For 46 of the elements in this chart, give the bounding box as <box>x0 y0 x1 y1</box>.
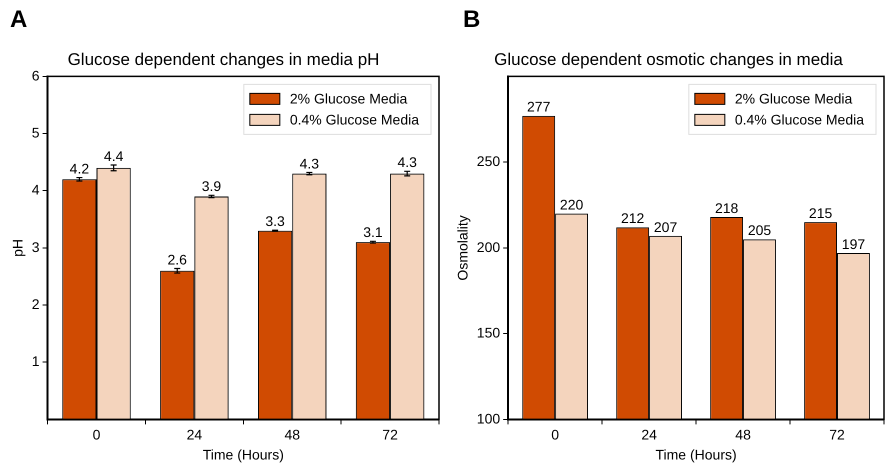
legend-label: 0.4% Glucose Media <box>290 111 420 128</box>
x-axis-title: Time (Hours) <box>656 446 737 462</box>
legend-label: 2% Glucose Media <box>290 90 408 106</box>
text: B <box>463 6 480 34</box>
data-label: 215 <box>808 205 832 222</box>
data-label: 197 <box>842 236 866 252</box>
data-label: 4.2 <box>70 160 90 176</box>
x-tick-label: 48 <box>735 426 752 443</box>
y-axis-title: Osmolality <box>454 215 470 281</box>
y-tick-label: 150 <box>476 324 500 341</box>
text: A <box>10 6 28 34</box>
data-label: 207 <box>654 218 678 235</box>
data-label: 4.4 <box>104 148 124 164</box>
y-tick-label: 6 <box>32 67 40 84</box>
y-axis-title: pH <box>9 238 26 257</box>
y-tick-label: 2 <box>32 296 40 312</box>
y-tick-label: 200 <box>476 238 500 255</box>
data-label: 3.3 <box>265 213 286 230</box>
x-tick-label: 0 <box>551 426 560 443</box>
x-tick-label: 48 <box>284 426 300 443</box>
data-label: 4.3 <box>397 154 418 170</box>
y-tick-label: 4 <box>32 182 40 198</box>
y-tick-label: 3 <box>32 238 40 255</box>
data-label: 3.1 <box>363 224 383 240</box>
x-tick-label: 24 <box>186 426 202 443</box>
y-tick-label: 100 <box>476 410 500 426</box>
data-label: 205 <box>748 222 772 238</box>
y-tick-label: 1 <box>32 353 40 370</box>
data-label: 2.6 <box>168 251 188 268</box>
x-axis-title: Time (Hours) <box>202 446 284 462</box>
legend-label: 0.4% Glucose Media <box>734 111 864 128</box>
data-label: 212 <box>620 210 645 226</box>
x-tick-label: 72 <box>829 426 846 443</box>
x-tick-label: 0 <box>92 426 101 443</box>
x-tick-label: 72 <box>382 426 398 443</box>
chart-title: Glucose dependent changes in media pH <box>68 50 380 69</box>
y-tick-label: 250 <box>476 153 500 170</box>
data-label: 218 <box>714 200 739 216</box>
data-label: 277 <box>527 98 551 115</box>
data-label: 220 <box>560 196 584 212</box>
y-tick-label: 5 <box>32 124 40 140</box>
data-label: 4.3 <box>300 155 320 172</box>
chart-title: Glucose dependent osmotic changes in media <box>494 50 844 69</box>
legend-label: 2% Glucose Media <box>734 90 853 106</box>
x-tick-label: 24 <box>641 426 658 443</box>
data-label: 3.9 <box>202 178 222 194</box>
